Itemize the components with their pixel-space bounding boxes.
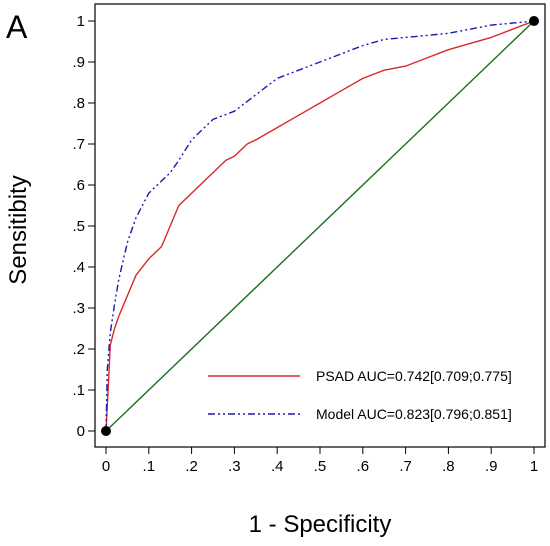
x-tick-label: 1 <box>530 458 538 475</box>
x-tick-label: .3 <box>228 458 241 475</box>
y-tick-label: .9 <box>72 54 85 71</box>
y-tick-label: .7 <box>72 136 85 153</box>
x-axis-title: 1 - Specificity <box>249 511 392 538</box>
y-tick-label: .4 <box>72 259 85 276</box>
y-tick-label: .1 <box>72 382 85 399</box>
x-tick-label: .4 <box>271 458 284 475</box>
endpoint-markers <box>101 16 539 436</box>
series-line-0 <box>105 20 535 432</box>
y-axis-title: Sensitibity <box>5 175 32 284</box>
x-tick-label: .2 <box>185 458 198 475</box>
y-tick-label: .2 <box>72 341 85 358</box>
y-tick-label: .5 <box>72 218 85 235</box>
series-layer <box>105 20 535 432</box>
y-tick-label: .8 <box>72 95 85 112</box>
x-tick-label: .9 <box>485 458 498 475</box>
x-tick-label: .5 <box>314 458 327 475</box>
axes: 0 .1 .2 .3 .4 .5 .6 .7 .8 .9 1 0 .1 .2 .3 .4 .5 .6 .7 .8 .9 1 <box>72 3 546 475</box>
y-tick-label: .3 <box>72 300 85 317</box>
y-tick-label: 0 <box>77 423 85 440</box>
panel-label: A <box>6 9 28 45</box>
series-line-2 <box>105 20 535 432</box>
endpoint-marker <box>529 16 539 26</box>
endpoint-marker <box>101 426 111 436</box>
x-tick-label: .8 <box>442 458 455 475</box>
x-tick-label: .1 <box>143 458 156 475</box>
x-tick-label: .7 <box>399 458 412 475</box>
y-tick-label: 1 <box>77 13 85 30</box>
legend-label-0: PSAD AUC=0.742[0.709;0.775] <box>316 368 512 384</box>
legend-label-1: Model AUC=0.823[0.796;0.851] <box>316 406 512 422</box>
series-line-1 <box>105 20 535 432</box>
x-tick-label: .6 <box>357 458 370 475</box>
x-tick-label: 0 <box>102 458 110 475</box>
legend: PSAD AUC=0.742[0.709;0.775] Model AUC=0.8… <box>208 368 512 422</box>
y-tick-label: .6 <box>72 177 85 194</box>
